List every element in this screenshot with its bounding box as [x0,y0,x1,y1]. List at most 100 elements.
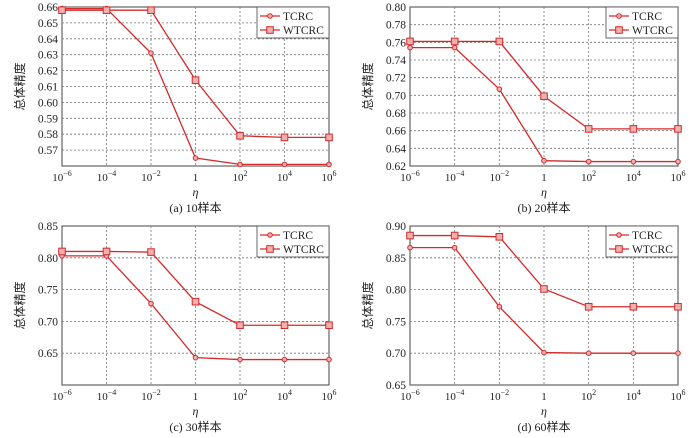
data-point [540,285,548,293]
data-point [326,356,332,363]
y-tick-label: 0.65 [38,348,58,360]
x-axis-label: η [193,185,199,199]
data-point [450,37,459,46]
x-tick-label: 104 [626,169,641,184]
data-point [326,161,332,168]
data-point [237,356,243,363]
legend-label: WTCRC [632,25,673,37]
data-point [102,247,111,256]
x-tick-label: 104 [277,169,292,184]
y-tick-label: 0.85 [386,253,406,265]
data-point [102,6,111,14]
y-tick-label: 0.63 [38,50,58,62]
y-tick-label: 0.90 [386,221,406,233]
data-point [147,248,155,256]
y-tick-label: 0.58 [38,129,58,141]
data-point [191,297,200,306]
x-tick-label: 10−4 [445,388,465,403]
data-point [192,354,199,361]
x-tick-label: 10−6 [52,388,72,403]
subplot-title: (d) 60样本 [518,419,571,434]
y-tick-label: 0.70 [386,90,406,102]
legend-marker [267,13,273,19]
y-tick-label: 0.65 [386,380,406,392]
x-tick-label: 102 [233,169,248,184]
legend-label: TCRC [632,230,662,242]
data-point [630,350,637,357]
legend: TCRC WTCRC [605,6,679,39]
legend-label: WTCRC [632,244,673,256]
legend-label: WTCRC [283,25,324,37]
y-tick-label: 0.85 [38,221,58,233]
data-point [325,321,333,330]
data-point [192,155,199,161]
series-tcrc [407,44,681,165]
data-point [407,244,413,251]
legend-marker [616,13,622,19]
data-point [585,158,592,165]
x-axis-label: η [193,404,199,418]
data-point [148,300,154,307]
legend-marker [267,232,273,238]
y-tick-label: 0.80 [386,285,406,297]
data-point [629,125,638,133]
data-point [280,133,289,142]
data-point [58,6,66,14]
y-tick-label: 0.74 [386,55,406,67]
x-tick-label: 10−2 [490,388,510,403]
y-axis-label: 总体精度 [12,281,27,329]
subplot-4: 10−6 10−4 10−2 1 102 104 106 0.65 0.70 0.75 0.80 0.… [360,221,686,434]
data-point [451,244,458,251]
y-tick-label: 0.66 [38,2,58,14]
data-point [584,125,593,133]
x-tick-label: 1 [541,172,547,184]
subplot-2: 10−6 10−4 10−2 1 102 104 106 0.62 0.64 0.66 0.68 0.… [360,2,686,215]
y-tick-label: 0.80 [38,253,58,265]
x-tick-label: 102 [581,169,596,184]
data-point [495,233,504,241]
x-tick-label: 106 [322,169,337,184]
x-tick-label: 1 [541,391,547,403]
legend-marker [615,245,623,253]
data-point [281,161,288,168]
x-tick-label: 1 [193,172,199,184]
legend-label: TCRC [283,11,313,23]
x-tick-label: 10−6 [400,388,420,403]
series-wtcrc [58,6,333,142]
series-tcrc [407,244,681,357]
data-point [541,349,547,356]
x-tick-label: 102 [233,388,248,403]
legend-label: TCRC [283,230,313,242]
y-tick-label: 0.76 [386,37,406,49]
data-point [236,321,244,330]
x-tick-label: 106 [322,388,337,403]
series-wtcrc [406,37,682,133]
x-axis-label: η [541,404,547,418]
data-point [147,6,155,14]
legend: TCRC WTCRC [256,225,330,258]
subplot-title: (c) 30样本 [169,419,221,434]
y-tick-label: 0.62 [386,161,406,173]
data-point [675,158,681,165]
y-tick-label: 0.57 [38,145,58,157]
y-tick-label: 0.80 [386,2,406,14]
y-tick-label: 0.66 [386,126,406,138]
x-tick-label: 10−2 [141,169,161,184]
data-point [540,92,548,101]
y-axis-label: 总体精度 [12,62,27,110]
data-point [407,44,413,51]
data-point [674,302,682,311]
legend-marker [615,26,623,34]
x-tick-label: 104 [626,388,641,403]
x-tick-label: 102 [581,388,596,403]
legend: TCRC WTCRC [605,225,679,258]
legend-marker [266,26,274,34]
data-point [237,161,243,168]
y-tick-label: 0.60 [38,97,58,109]
x-tick-label: 10−6 [400,169,420,184]
x-tick-label: 106 [671,388,686,403]
y-tick-label: 0.70 [386,348,406,360]
y-tick-label: 0.72 [386,73,406,85]
data-point [674,125,682,133]
data-point [496,86,503,92]
